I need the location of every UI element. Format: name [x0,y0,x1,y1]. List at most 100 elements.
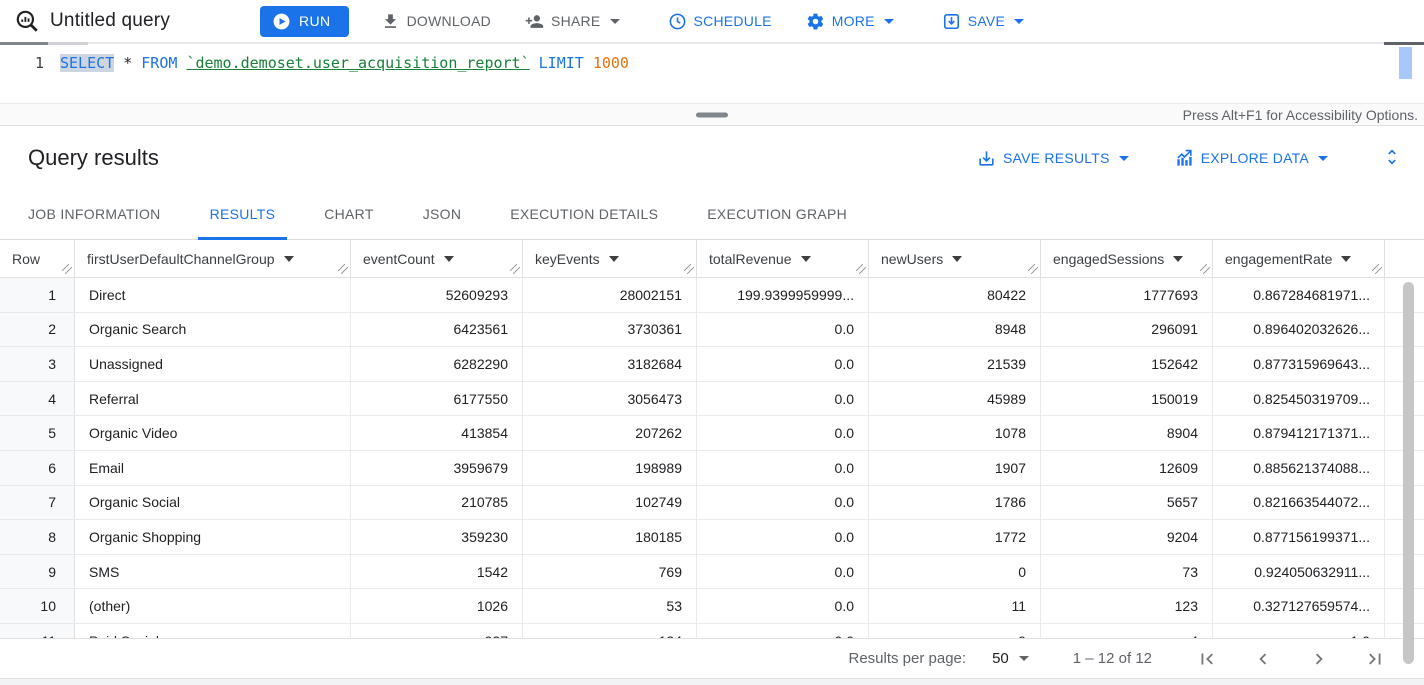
tab-json[interactable]: JSON [422,205,462,222]
schedule-button[interactable]: SCHEDULE [658,6,782,37]
editor-hscrollbar-thumb[interactable] [0,42,48,45]
table-row: 6 Email 3959679 198989 0.0 1907 12609 0.8856213… [0,450,1424,486]
query-magnifier-icon [14,8,40,34]
editor-hscrollbar-track[interactable] [48,42,88,45]
query-title: Untitled query [50,10,171,31]
sort-caret-icon[interactable] [608,255,619,262]
cell: (other) [75,589,351,623]
sql-editor[interactable]: 1 SELECT * FROM `demo.demoset.user_acqui… [0,42,1424,103]
cell: 0.896402032626... [1213,312,1385,347]
cell: 1078 [869,416,1041,450]
sort-caret-icon[interactable] [283,255,294,262]
sql-star: * [123,54,133,72]
sort-caret-icon[interactable] [952,255,963,262]
column-resize-handle[interactable] [856,264,866,274]
table-row: 2 Organic Search 6423561 3730361 0.0 8948 2960… [0,312,1424,348]
column-resize-handle[interactable] [1028,264,1038,274]
splitter-drag-handle[interactable] [696,112,728,117]
table-vertical-scrollbar[interactable] [1403,282,1414,664]
tab-results[interactable]: RESULTS [197,190,288,240]
save-results-button[interactable]: SAVE RESULTS [967,143,1139,174]
tab-execution-graph[interactable]: EXECUTION GRAPH [707,205,848,222]
first-page-icon [1201,653,1213,664]
more-button[interactable]: MORE [796,6,904,37]
download-icon [384,13,396,28]
cell: 123 [1041,589,1213,623]
row-number-cell: 7 [0,485,75,520]
column-resize-handle[interactable] [62,264,72,274]
chart-icon [1177,149,1192,166]
column-resize-handle[interactable] [338,264,348,274]
sort-caret-icon[interactable] [1173,255,1184,262]
last-page-button[interactable] [1360,644,1390,674]
column-header-totalrevenue[interactable]: totalRevenue [697,240,869,277]
sort-caret-icon[interactable] [443,255,454,262]
sql-table-link[interactable]: `demo.demoset.user_acquisition_report` [186,54,530,72]
download-button[interactable]: DOWNLOAD [371,6,501,37]
pagination-range: 1 – 12 of 12 [1072,650,1152,667]
cell: 3730361 [523,312,697,347]
first-page-button[interactable] [1192,644,1222,674]
column-resize-handle[interactable] [1372,264,1382,274]
cell: 0.0 [697,554,869,589]
run-button[interactable]: RUN [260,5,349,37]
column-header-newusers[interactable]: newUsers [869,240,1041,277]
line-number: 1 [34,54,44,72]
cell: 6423561 [351,312,523,347]
tab-execution-details[interactable]: EXECUTION DETAILS [510,205,659,222]
cell: 0.0 [697,381,869,416]
column-header-eventcount[interactable]: eventCount [351,240,523,277]
column-resize-handle[interactable] [510,264,520,274]
cell: 0.924050632911... [1213,554,1385,589]
column-label: newUsers [881,250,944,267]
cell: 0.0 [697,485,869,520]
sort-caret-icon[interactable] [800,255,811,262]
share-button[interactable]: SHARE [515,6,629,37]
row-number-cell: 10 [0,589,75,623]
cell: Organic Video [75,416,351,450]
sql-code-line[interactable]: SELECT * FROM `demo.demoset.user_acquisi… [60,53,629,73]
tab-job-information[interactable]: JOB INFORMATION [28,205,161,222]
column-resize-handle[interactable] [1200,264,1210,274]
editor-vscrollbar-thumb[interactable] [1399,47,1412,79]
column-resize-handle[interactable] [684,264,694,274]
column-header-firstuserdefaultchannelgroup[interactable]: firstUserDefaultChannelGroup [75,240,351,277]
cell: 0.885621374088... [1213,450,1385,485]
explore-data-button[interactable]: EXPLORE DATA [1165,143,1338,174]
column-header-keyevents[interactable]: keyEvents [523,240,697,277]
table-body-viewport[interactable]: 1 Direct 52609293 28002151 199.9399959999...… [0,278,1424,638]
tab-chart[interactable]: CHART [324,205,374,222]
column-label: Row [12,250,41,267]
cell: 199.9399959999... [697,278,869,312]
sort-caret-icon[interactable] [1341,255,1352,262]
previous-page-button[interactable] [1248,644,1278,674]
cell: 80422 [869,278,1041,312]
cell: 3056473 [523,381,697,416]
cell: Unassigned [75,347,351,381]
save-button[interactable]: SAVE [932,6,1034,37]
cell: 0.877156199371... [1213,520,1385,554]
cell: 359230 [351,520,523,554]
column-header-row[interactable]: Row [0,240,75,277]
row-number-cell: 1 [0,278,75,312]
cell: 198989 [523,450,697,485]
gear-icon [807,13,823,29]
cell: 0.0 [697,450,869,485]
cell: 8948 [869,312,1041,347]
page-size-select[interactable]: 50 [992,650,1029,667]
results-per-page-label: Results per page: [848,650,967,667]
cell: 52609293 [351,278,523,312]
cell: Paid Social [75,623,351,638]
last-page-icon [1369,653,1381,664]
table-row: 7 Organic Social 210785 102749 0.0 1786 5657 0.… [0,485,1424,521]
expand-results-button[interactable] [1378,143,1406,174]
sql-keyword-limit: LIMIT [538,54,584,72]
next-page-button[interactable] [1304,644,1334,674]
column-header-engagementrate[interactable]: engagementRate [1213,240,1385,277]
cell: 927 [351,623,523,638]
cell: 12609 [1041,450,1213,485]
column-header-engagedsessions[interactable]: engagedSessions [1041,240,1213,277]
scrollbar-thumb[interactable] [1403,282,1414,664]
cell: Direct [75,278,351,312]
cell: 1907 [869,450,1041,485]
